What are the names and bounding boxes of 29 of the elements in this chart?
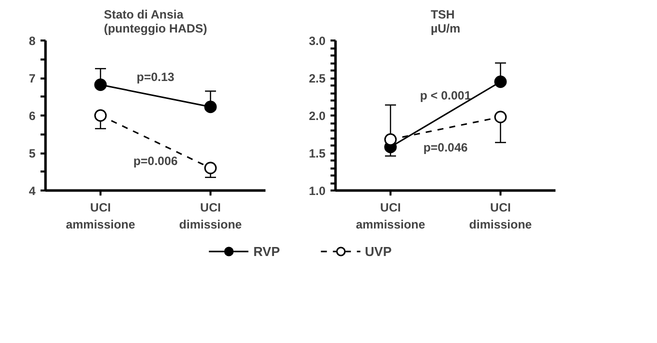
y-tick-label: 1.0 bbox=[308, 184, 326, 198]
point bbox=[204, 162, 217, 174]
y-tick-label: 8 bbox=[28, 34, 36, 48]
x-tick-label: UCI ammissione bbox=[356, 200, 426, 232]
y-tick-label: 2.5 bbox=[308, 72, 326, 86]
chart-title: TSH µU/m bbox=[430, 8, 460, 36]
y-tick-label: 5 bbox=[28, 146, 36, 160]
y-tick-label: 7 bbox=[28, 72, 36, 86]
x-tick-label: UCI dimissione bbox=[469, 200, 532, 232]
point bbox=[384, 133, 397, 146]
y-tick-label: 4 bbox=[28, 184, 36, 198]
y-tick-label: 1.5 bbox=[308, 146, 326, 160]
y-tick-label: 6 bbox=[28, 109, 36, 123]
point bbox=[94, 78, 107, 91]
legend-label: UVP bbox=[364, 244, 392, 258]
chart-title: Stato di Ansia (punteggio HADS) bbox=[104, 8, 208, 36]
annotation: p=0.046 bbox=[423, 140, 468, 154]
annotation: p < 0.001 bbox=[420, 88, 472, 102]
annotation: p=0.006 bbox=[133, 154, 178, 168]
annotation: p=0.13 bbox=[136, 70, 175, 84]
y-tick-label: 3.0 bbox=[308, 34, 326, 48]
point bbox=[494, 110, 507, 124]
legend-label: RVP bbox=[253, 244, 280, 258]
y-tick-label: 2.0 bbox=[308, 109, 326, 123]
point bbox=[494, 76, 507, 88]
x-tick-label: UCI ammissione bbox=[66, 200, 136, 232]
point bbox=[204, 100, 217, 114]
point bbox=[94, 109, 107, 122]
x-tick-label: UCI dimissione bbox=[179, 200, 242, 232]
